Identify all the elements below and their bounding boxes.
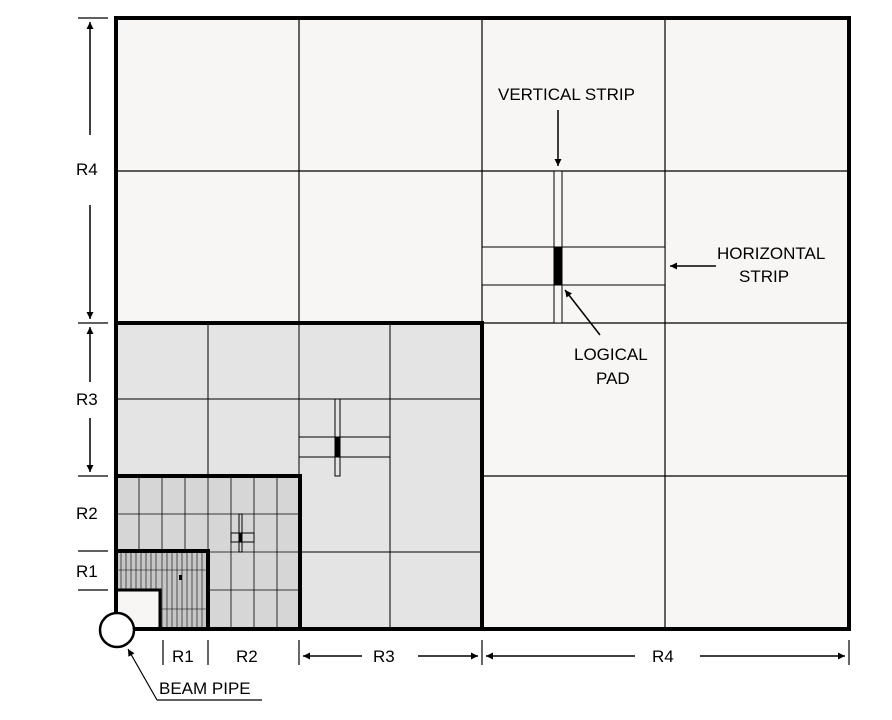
left-dimension <box>78 17 108 591</box>
beam-pipe-circle <box>98 611 136 649</box>
logical-pad-label-line2: PAD <box>596 369 630 388</box>
logical-pad-r4 <box>554 247 562 285</box>
bottom-dimension <box>162 640 850 665</box>
logical-pad-r3 <box>335 437 340 457</box>
logical-pad-r2 <box>239 533 242 542</box>
r1-grid <box>116 551 208 629</box>
logical-pad-label-line1: LOGICAL <box>574 345 648 364</box>
logical-pad-r1 <box>179 575 182 580</box>
bottom-label-r1: R1 <box>172 647 194 666</box>
left-label-r3: R3 <box>76 390 98 409</box>
vertical-strip-label: VERTICAL STRIP <box>498 85 635 104</box>
horizontal-strip-label-line1: HORIZONTAL <box>717 244 826 263</box>
horizontal-strip-label-line2: STRIP <box>739 267 790 286</box>
beam-pipe-label: BEAM PIPE <box>159 679 251 698</box>
region-boundaries <box>114 16 851 631</box>
bottom-label-r4: R4 <box>652 647 674 666</box>
logical-pad-arrow <box>564 289 601 336</box>
bottom-label-r2: R2 <box>236 647 258 666</box>
beam-pipe-arrow <box>127 648 158 701</box>
left-label-r4: R4 <box>76 160 98 179</box>
left-label-r1: R1 <box>76 562 98 581</box>
left-label-r2: R2 <box>76 504 98 523</box>
bottom-label-r3: R3 <box>373 647 395 666</box>
